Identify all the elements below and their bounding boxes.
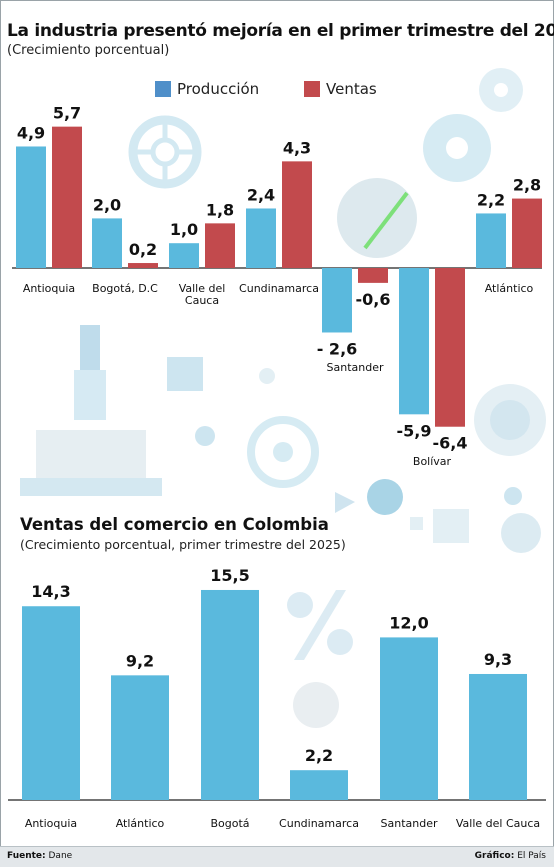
category-label: Atlántico [116,817,165,830]
category-label: Atlántico [485,282,534,295]
category-label: Antioquia [23,282,75,295]
data-label: 9,2 [126,651,154,670]
footer-credit: Gráfico: El País [475,851,546,861]
bar-production [322,268,352,333]
data-label: 2,2 [305,746,333,765]
data-label: 0,2 [129,240,157,259]
category-label: Bolívar [413,455,452,468]
data-label: -0,6 [356,290,391,309]
bar-sales [128,263,158,268]
bar-production [476,213,506,268]
section2-subtitle: (Crecimiento porcentual, primer trimestr… [20,537,346,552]
play-icon [335,492,355,513]
data-label: 9,3 [484,650,512,669]
data-label: 2,0 [93,195,121,214]
source-value: Dane [48,851,73,861]
credit-value: El País [517,851,546,861]
bar-sales [205,223,235,268]
bar-production [92,218,122,268]
bar-sales [52,126,82,268]
legend-label-production: Producción [177,80,260,98]
hatched-circle-icon [337,178,417,258]
category-label: Santander [381,817,438,830]
bar-sales [512,198,542,268]
circle-icon [504,487,522,505]
category-label: Cundinamarca [239,282,319,295]
footer: Fuente: Dane Gráfico: El País [0,846,554,867]
footer-source: Fuente: Dane [7,851,72,861]
bar-production [169,243,199,268]
data-label: -5,9 [397,421,432,440]
gear-icon [479,68,523,112]
category-label: Cundinamarca [279,817,359,830]
section2-title: Ventas del comercio en Colombia [20,515,329,534]
hatched-circle-icon [293,682,339,728]
data-label: -6,4 [433,434,468,453]
legend-label-sales: Ventas [326,80,377,98]
source-label: Fuente: [7,851,46,861]
bar-sales [435,268,465,427]
gear-icon [128,115,202,189]
data-label: 2,8 [513,176,541,195]
gear-icon [423,114,491,182]
chart-subtitle: (Crecimiento porcentual) [7,43,170,58]
bar-commerce [469,673,527,800]
bar-sales [358,268,388,283]
dollar-coin-icon [501,513,541,553]
data-label: 15,5 [210,566,249,585]
calendar-icon [433,509,469,543]
credit-label: Gráfico: [474,851,515,861]
data-label: 5,7 [53,104,81,123]
data-label: 1,0 [170,220,198,239]
data-label: 12,0 [389,613,428,632]
legend-production: Producción [155,80,259,98]
legend-sales: Ventas [304,80,377,98]
legend-swatch-production [155,81,171,97]
chart-title: La industria presentó mejoría en el prim… [7,21,554,41]
category-label: Valle del Cauca [456,817,540,830]
bar-commerce [380,637,438,800]
data-label: 2,4 [247,185,275,204]
bar-commerce [290,770,348,800]
bar-production [16,146,46,268]
bar-sales [282,161,312,268]
circle-icon [195,426,215,446]
bar-commerce [111,675,169,800]
dollar-coin-icon [474,384,546,456]
category-label: Cauca [185,294,219,307]
gear-icon [247,416,319,488]
bar-production [246,208,276,268]
category-label: Bogotá [210,817,249,830]
bar-commerce [201,589,259,800]
data-label: 14,3 [31,582,70,601]
bar-commerce [22,606,80,800]
legend-swatch-sales [304,81,320,97]
category-label: Santander [327,361,384,374]
data-label: 4,9 [17,123,45,142]
percent-icon [287,590,353,660]
data-label: 1,8 [206,200,234,219]
square-icon [167,357,203,391]
dollar-coin-icon [367,479,403,515]
factory-icon [20,325,162,496]
industry-bar-chart: 4,9 5,7 Antioquia 2,0 0,2 Bogotá, D.C 1,0 1,8 Va… [12,104,542,468]
data-label: - 2,6 [317,339,358,358]
data-label: 4,3 [283,138,311,157]
category-label: Valle del [179,282,226,295]
square-icon [410,517,423,530]
data-label: 2,2 [477,190,505,209]
category-label: Antioquia [25,817,77,830]
circle-icon [259,368,275,384]
category-label: Bogotá, D.C [92,282,158,295]
bar-production [399,268,429,415]
